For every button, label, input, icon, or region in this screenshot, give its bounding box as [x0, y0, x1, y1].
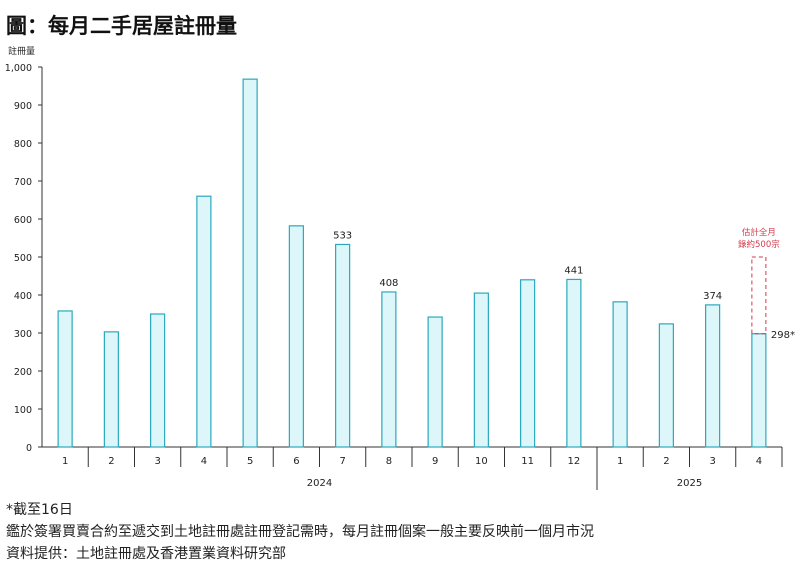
bar — [196, 195, 212, 448]
x-tick-label: 1 — [62, 456, 68, 467]
bar — [335, 243, 351, 448]
y-tick-label: 900 — [14, 101, 32, 112]
chart-title: 圖：每月二手居屋註冊量 — [6, 14, 237, 38]
x-tick-label: 1 — [617, 456, 623, 467]
y-tick-label: 300 — [14, 329, 32, 340]
x-tick-label: 6 — [293, 456, 299, 467]
bar — [705, 304, 721, 448]
x-tick-label: 5 — [247, 456, 253, 467]
x-tick-label: 2 — [663, 456, 669, 467]
data-label: 408 — [379, 278, 398, 289]
year-label: 2025 — [677, 478, 702, 489]
bar — [103, 331, 119, 448]
y-tick-label: 500 — [14, 253, 32, 264]
x-tick-label: 2 — [108, 456, 114, 467]
y-tick-label: 200 — [14, 367, 32, 378]
bar — [381, 291, 397, 448]
x-tick-label: 7 — [339, 456, 345, 467]
data-label: 441 — [564, 265, 583, 276]
bar — [150, 313, 166, 448]
bar — [288, 225, 304, 448]
year-label: 2024 — [307, 478, 332, 489]
bar — [473, 292, 489, 448]
bar — [427, 316, 443, 448]
bar — [658, 323, 674, 448]
x-tick-label: 12 — [568, 456, 581, 467]
x-tick-label: 11 — [521, 456, 534, 467]
y-tick-label: 400 — [14, 291, 32, 302]
x-tick-label: 3 — [709, 456, 715, 467]
x-tick-label: 4 — [201, 456, 207, 467]
bar — [242, 78, 258, 448]
x-tick-label: 4 — [756, 456, 762, 467]
data-label: 374 — [703, 291, 722, 302]
y-tick-label: 700 — [14, 177, 32, 188]
estimate-label: 估計全月 — [742, 227, 776, 238]
bar — [612, 301, 628, 448]
bar — [520, 279, 536, 448]
bar — [566, 278, 582, 448]
estimate-label: 錄約500宗 — [738, 239, 780, 250]
x-tick-label: 8 — [386, 456, 392, 467]
x-tick-label: 10 — [475, 456, 488, 467]
y-axis-label: 註冊量 — [8, 45, 35, 57]
footnote-cutoff: *截至16日 — [6, 502, 73, 518]
estimate-bar — [751, 256, 767, 335]
y-tick-label: 800 — [14, 139, 32, 150]
y-tick-label: 600 — [14, 215, 32, 226]
y-tick-label: 0 — [26, 443, 32, 454]
data-label: 533 — [333, 230, 352, 241]
y-tick-label: 100 — [14, 405, 32, 416]
data-label: 298* — [771, 330, 795, 341]
x-tick-label: 9 — [432, 456, 438, 467]
footnote-explanation: 鑑於簽署買賣合約至遞交到土地註冊處註冊登記需時，每月註冊個案一般主要反映前一個月… — [6, 524, 594, 540]
bar — [751, 333, 767, 448]
y-tick-label: 1,000 — [5, 63, 32, 74]
footnote-source: 資料提供：土地註冊處及香港置業資料研究部 — [6, 546, 286, 562]
bar — [57, 310, 73, 448]
x-tick-label: 3 — [154, 456, 160, 467]
